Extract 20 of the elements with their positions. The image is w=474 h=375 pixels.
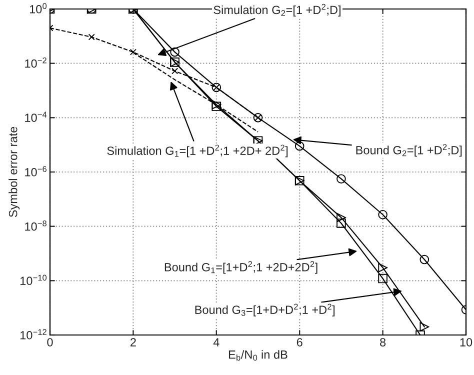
annotation: Simulation G$_{2}$=[1 +D$^{2}$;D] bbox=[214, 4, 340, 16]
y-tick-label: 10$^{−12}$ bbox=[20, 329, 46, 340]
x-tick-label: 6 bbox=[296, 338, 302, 346]
annotation: Simulation G$_{1}$=[1 +D$^{2}$;1 +2D+ 2D$^{2}$] bbox=[107, 144, 288, 158]
annotation: Bound G$_{3}$=[1+D+D$^{2}$;1 +D$^{2}$] bbox=[195, 304, 335, 316]
y-tick-label: 10$^{−2}$ bbox=[25, 57, 46, 68]
annotation: Bound G$_{2}$=[1 +D$^{2}$;D] bbox=[356, 144, 462, 157]
x-tick-label: 0 bbox=[47, 338, 53, 346]
y-axis-title: Symbol error rate bbox=[8, 126, 20, 218]
y-tick-label: 10$^{−10}$ bbox=[20, 274, 47, 286]
y-tick-label: 10$^{−8}$ bbox=[25, 220, 47, 231]
y-tick-label: 10$^{−4}$ bbox=[25, 112, 47, 122]
y-tick-label: 10$^{−6}$ bbox=[25, 166, 46, 176]
annotation: Bound G$_{1}$=[1+D$^{2}$;1 +2D+2D$^{2}$] bbox=[164, 261, 318, 274]
x-tick-label: 4 bbox=[213, 338, 220, 346]
x-tick-label: 8 bbox=[380, 338, 386, 346]
x-tick-label: 10 bbox=[460, 338, 472, 346]
y-tick-label: 10$^{0}$ bbox=[30, 3, 47, 14]
x-tick-label: 2 bbox=[130, 338, 136, 346]
x-axis-title: E$_{b}$/N$_{0}$ in dB bbox=[228, 350, 288, 361]
